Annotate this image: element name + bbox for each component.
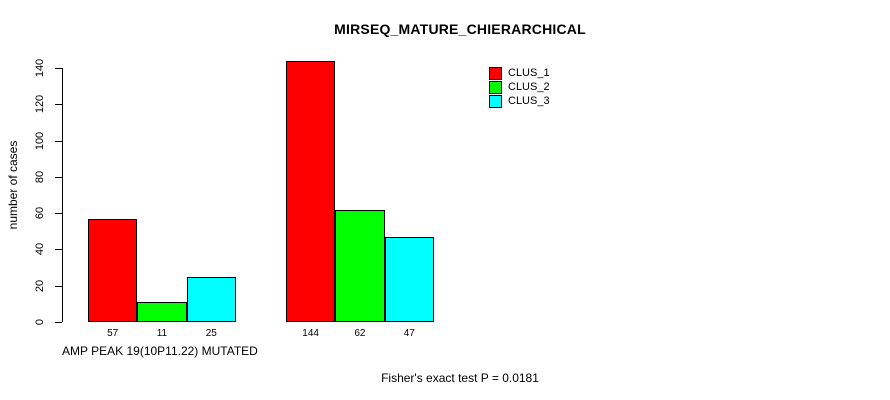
legend-label-clus_1: CLUS_1 — [508, 67, 550, 79]
legend-item-clus_1: CLUS_1 — [489, 66, 550, 80]
bar-value-label-clus_3-group1: 25 — [205, 328, 217, 339]
legend-swatch-clus_2 — [489, 80, 502, 94]
y-tick-label-0: 0 — [34, 318, 46, 326]
y-axis-label: number of cases — [6, 140, 20, 230]
legend-label-clus_2: CLUS_2 — [508, 81, 550, 93]
bar-clus_2-group2 — [335, 209, 385, 322]
bar-value-label-clus_2-group1: 11 — [156, 328, 168, 339]
bar-value-label-clus_1-group2: 144 — [302, 328, 319, 339]
y-tick-label-40: 40 — [34, 243, 46, 256]
bar-value-label-clus_1-group1: 57 — [107, 328, 119, 339]
y-tick-140 — [55, 68, 62, 69]
y-tick-20 — [55, 285, 62, 287]
fisher-test-annotation: Fisher's exact test P = 0.0181 — [381, 371, 539, 385]
bar-value-label-clus_2-group2: 62 — [354, 328, 366, 339]
bar-value-label-clus_3-group2: 47 — [403, 328, 415, 339]
bar-clus_1-group2 — [286, 60, 336, 322]
legend-item-clus_3: CLUS_3 — [489, 94, 550, 108]
legend-swatch-clus_1 — [489, 66, 502, 80]
y-tick-label-140: 140 — [34, 58, 46, 78]
y-tick-label-80: 80 — [34, 170, 46, 183]
y-axis-line — [62, 68, 63, 322]
y-tick-80 — [55, 176, 62, 178]
y-tick-40 — [55, 249, 62, 251]
x-axis-label: AMP PEAK 19(10P11.22) MUTATED — [62, 344, 258, 358]
chart-title: MIRSEQ_MATURE_CHIERARCHICAL — [334, 21, 586, 37]
y-tick-label-60: 60 — [34, 207, 46, 220]
bar-clus_2-group1 — [137, 302, 187, 322]
y-tick-label-120: 120 — [34, 95, 46, 114]
y-tick-label-100: 100 — [34, 131, 46, 150]
legend-swatch-clus_3 — [489, 94, 502, 108]
legend-label-clus_3: CLUS_3 — [508, 95, 550, 107]
legend-item-clus_2: CLUS_2 — [489, 80, 550, 94]
bar-clus_3-group2 — [384, 236, 434, 322]
legend: CLUS_1 CLUS_2 CLUS_3 — [489, 66, 550, 108]
bar-clus_1-group1 — [88, 218, 138, 322]
y-tick-label-20: 20 — [34, 279, 46, 292]
bar-clus_3-group1 — [186, 276, 236, 322]
y-tick-100 — [55, 140, 62, 142]
y-tick-0 — [55, 322, 62, 323]
y-tick-120 — [55, 104, 62, 106]
y-tick-60 — [55, 213, 62, 215]
